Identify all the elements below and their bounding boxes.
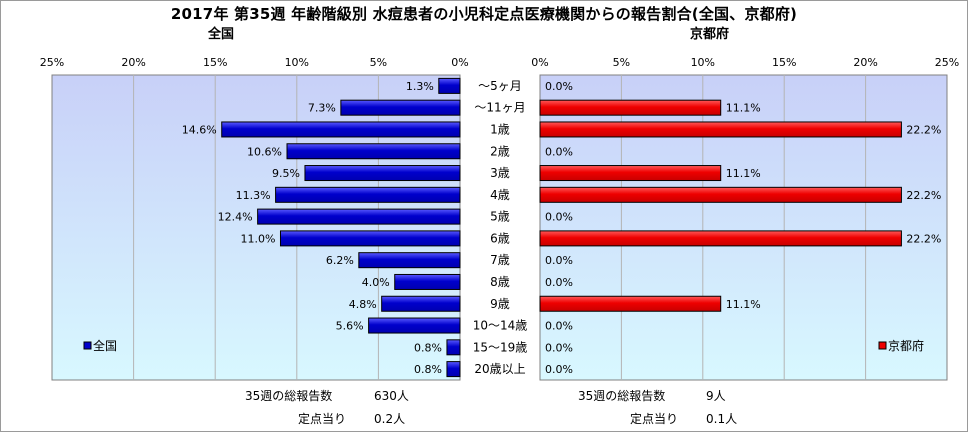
category-label: ～11ヶ月 — [474, 101, 525, 115]
kyoto-tick-label: 0% — [531, 56, 548, 69]
kyoto-value-label: 0.0% — [545, 80, 573, 93]
national-value-label: 5.6% — [336, 320, 364, 333]
national-per-value: 0.2人 — [374, 412, 406, 426]
national-value-label: 0.8% — [414, 363, 442, 376]
kyoto-value-label: 22.2% — [906, 123, 941, 136]
kyoto-value-label: 11.1% — [726, 102, 761, 115]
national-value-label: 9.5% — [272, 167, 300, 180]
kyoto-value-label: 0.0% — [545, 145, 573, 158]
national-bar — [257, 208, 461, 225]
kyoto-value-label: 0.0% — [545, 341, 573, 354]
national-plot-area — [51, 74, 461, 381]
national-panel-title: 全国 — [208, 27, 235, 42]
national-value-label: 7.3% — [308, 102, 336, 115]
national-value-label: 1.3% — [406, 80, 434, 93]
national-legend-label: 全国 — [93, 338, 117, 353]
chart-title: 2017年 第35週 年齢階級別 水痘患者の小児科定点医療機関からの報告割合(全… — [170, 5, 798, 23]
kyoto-per-label: 定点当り — [630, 412, 679, 426]
category-label: 2歳 — [490, 144, 510, 158]
kyoto-total-label: 35週の総報告数 — [578, 389, 666, 403]
national-bar — [446, 339, 461, 356]
kyoto-value-label: 0.0% — [545, 254, 573, 267]
national-per-label: 定点当り — [298, 412, 347, 426]
national-total-label: 35週の総報告数 — [245, 389, 333, 403]
kyoto-plot-area — [539, 74, 948, 381]
national-bar — [275, 186, 461, 203]
national-bar — [358, 252, 461, 269]
national-tick-label: 15% — [203, 56, 227, 69]
kyoto-bar — [539, 186, 902, 203]
national-value-label: 11.3% — [236, 189, 271, 202]
national-value-label: 10.6% — [247, 145, 282, 158]
national-bar — [368, 317, 461, 334]
category-label: 4歳 — [490, 188, 510, 202]
category-label: 15～19歳 — [473, 340, 528, 354]
kyoto-value-label: 0.0% — [545, 320, 573, 333]
category-label: 7歳 — [490, 253, 510, 267]
national-bar — [438, 77, 461, 94]
national-bar — [279, 230, 461, 247]
national-bar — [394, 273, 461, 290]
category-label: 6歳 — [490, 231, 510, 245]
kyoto-tick-label: 10% — [691, 56, 715, 69]
national-value-label: 14.6% — [182, 123, 217, 136]
kyoto-bar — [539, 295, 722, 312]
national-total-value: 630人 — [374, 389, 409, 403]
category-label: 10～14歳 — [473, 319, 528, 333]
kyoto-bar — [539, 121, 902, 138]
kyoto-tick-label: 25% — [935, 56, 959, 69]
kyoto-bar — [539, 230, 902, 247]
kyoto-per-value: 0.1人 — [706, 412, 738, 426]
kyoto-value-label: 11.1% — [726, 167, 761, 180]
national-bar — [381, 295, 461, 312]
national-tick-label: 0% — [451, 56, 468, 69]
kyoto-tick-label: 20% — [853, 56, 877, 69]
national-bar — [221, 121, 461, 138]
national-legend-swatch — [83, 341, 92, 350]
national-value-label: 11.0% — [241, 232, 276, 245]
national-bar — [340, 99, 461, 116]
national-tick-label: 10% — [285, 56, 309, 69]
national-bar — [304, 165, 461, 182]
kyoto-tick-label: 5% — [613, 56, 630, 69]
category-label: ～5ヶ月 — [478, 79, 522, 93]
kyoto-value-label: 0.0% — [545, 211, 573, 224]
national-bar — [286, 143, 461, 160]
national-value-label: 12.4% — [218, 211, 253, 224]
national-value-label: 4.0% — [362, 276, 390, 289]
national-value-label: 4.8% — [349, 298, 377, 311]
kyoto-value-label: 22.2% — [906, 189, 941, 202]
category-label: 9歳 — [490, 297, 510, 311]
kyoto-bar — [539, 99, 722, 116]
kyoto-panel-title: 京都府 — [690, 27, 730, 42]
national-tick-label: 20% — [121, 56, 145, 69]
national-tick-label: 5% — [370, 56, 387, 69]
kyoto-value-label: 0.0% — [545, 363, 573, 376]
national-tick-label: 25% — [40, 56, 64, 69]
kyoto-value-label: 0.0% — [545, 276, 573, 289]
category-label: 5歳 — [490, 210, 510, 224]
kyoto-value-label: 22.2% — [906, 232, 941, 245]
kyoto-legend-swatch — [878, 341, 887, 350]
kyoto-total-value: 9人 — [706, 389, 726, 403]
national-bar — [446, 361, 461, 378]
national-value-label: 6.2% — [326, 254, 354, 267]
kyoto-tick-label: 15% — [772, 56, 796, 69]
category-label: 20歳以上 — [474, 362, 525, 376]
national-value-label: 0.8% — [414, 341, 442, 354]
category-label: 3歳 — [490, 166, 510, 180]
kyoto-value-label: 11.1% — [726, 298, 761, 311]
category-label: 8歳 — [490, 275, 510, 289]
category-label: 1歳 — [490, 122, 510, 136]
kyoto-legend-label: 京都府 — [888, 338, 924, 353]
kyoto-bar — [539, 165, 722, 182]
